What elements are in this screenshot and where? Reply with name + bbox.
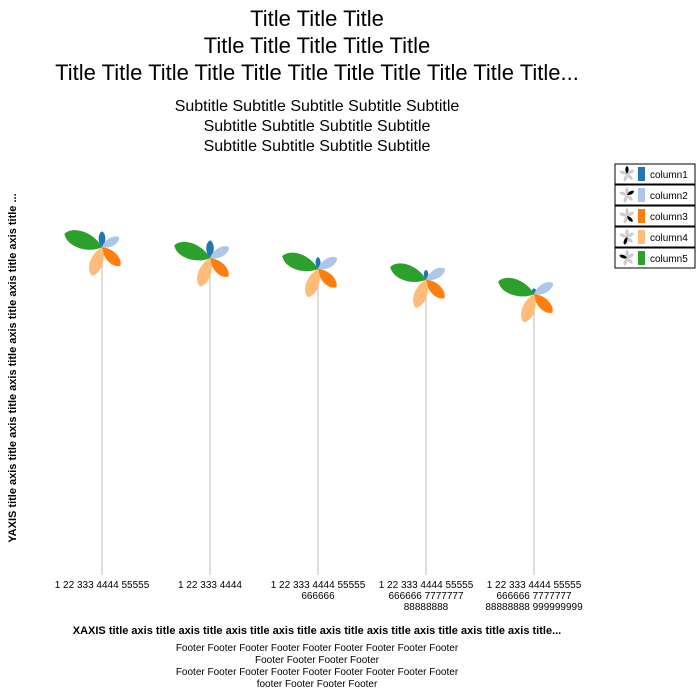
legend-swatch bbox=[638, 188, 645, 202]
petal-column4 bbox=[521, 294, 536, 323]
legend-swatch bbox=[638, 167, 645, 181]
x-tick-label: 88888888 999999999 bbox=[485, 602, 583, 613]
flower-icon-petal bbox=[619, 233, 627, 238]
petal-column1 bbox=[98, 231, 106, 248]
x-tick-label: 1 22 333 4444 55555 bbox=[55, 580, 150, 591]
legend-item-box bbox=[614, 184, 696, 206]
legend-swatch bbox=[638, 209, 645, 223]
x-tick-label: 666666 7777777 bbox=[496, 591, 572, 602]
flower-icon-petal bbox=[619, 170, 627, 175]
x-axis-title: XAXIS title axis title axis title axis t… bbox=[73, 625, 562, 637]
petal-column2 bbox=[102, 236, 120, 248]
flower-icon bbox=[619, 208, 634, 224]
petal-column5 bbox=[64, 230, 102, 250]
legend: column1 column2 column3 column4 column5 bbox=[614, 163, 696, 269]
footer-line: Footer Footer Footer Footer Footer Foote… bbox=[176, 667, 459, 678]
flower-icon-petal bbox=[625, 187, 629, 195]
legend-swatch bbox=[638, 230, 645, 244]
legend-label: column2 bbox=[650, 191, 688, 202]
petal-column4 bbox=[413, 279, 428, 308]
subtitle-line: Subtitle Subtitle Subtitle Subtitle Subt… bbox=[175, 98, 460, 115]
x-tick-label: 88888888 bbox=[404, 602, 449, 613]
petal-column3 bbox=[318, 269, 337, 288]
x-tick-label: 1 22 333 4444 55555 bbox=[379, 580, 474, 591]
flower-icon-petal bbox=[623, 195, 628, 203]
subtitle-line: Subtitle Subtitle Subtitle Subtitle bbox=[204, 118, 431, 135]
x-tick-label: 666666 bbox=[301, 591, 335, 602]
x-tick-label: 1 22 333 4444 bbox=[178, 580, 242, 591]
y-axis-title: YAXIS title axis title axis title axis t… bbox=[7, 193, 19, 542]
flower-icon-petal bbox=[627, 237, 633, 243]
title-line: Title Title Title Title Title bbox=[204, 33, 431, 58]
legend-swatch bbox=[638, 251, 645, 265]
petal-column2 bbox=[426, 267, 446, 281]
x-tick-label: 666666 7777777 bbox=[388, 591, 464, 602]
chart-subtitle: Subtitle Subtitle Subtitle Subtitle Subt… bbox=[175, 98, 460, 155]
legend-item-box bbox=[614, 247, 696, 269]
legend-item-box bbox=[614, 226, 696, 248]
flower-icon-petal bbox=[625, 250, 629, 258]
flower-icon-petal bbox=[625, 166, 629, 174]
petal-column1 bbox=[206, 240, 214, 259]
footer-line: Footer Footer Footer Footer Footer Foote… bbox=[176, 643, 459, 654]
legend-label: column5 bbox=[650, 254, 688, 265]
legend-label: column4 bbox=[650, 233, 688, 244]
flower-icon-petal bbox=[627, 211, 634, 217]
flower-icon-petal bbox=[623, 216, 628, 224]
flower-icon-petal bbox=[627, 258, 633, 264]
flower-icon-petal bbox=[627, 190, 634, 196]
petal-column5 bbox=[282, 252, 318, 272]
flower-icon-petal bbox=[623, 237, 628, 245]
chart-footer: Footer Footer Footer Footer Footer Foote… bbox=[176, 643, 459, 690]
flower-icon-petal bbox=[625, 229, 629, 237]
title-line: Title Title Title bbox=[250, 6, 384, 31]
title-line: Title Title Title Title Title Title Titl… bbox=[55, 60, 579, 85]
flower-icon-petal bbox=[623, 258, 628, 266]
flower-icon bbox=[619, 166, 634, 182]
flower-icon-petal bbox=[627, 174, 633, 180]
petal-column3 bbox=[426, 279, 445, 299]
petal-column5 bbox=[498, 277, 534, 297]
legend-label: column1 bbox=[650, 170, 688, 181]
petal-column4 bbox=[89, 247, 104, 276]
flower-icon-petal bbox=[627, 253, 634, 259]
x-tick-labels: 1 22 333 4444 55555 1 22 333 4444 1 22 333… bbox=[55, 580, 583, 613]
petal-column2 bbox=[318, 256, 338, 270]
flower-icon bbox=[619, 229, 634, 245]
x-tick-label: 1 22 333 4444 55555 bbox=[271, 580, 366, 591]
petal-column3 bbox=[534, 294, 553, 313]
x-tick-label: 1 22 333 4444 55555 bbox=[487, 580, 582, 591]
legend-label: column3 bbox=[650, 212, 688, 223]
flower-icon-petal bbox=[627, 232, 634, 238]
flower-icon bbox=[619, 250, 634, 266]
petal-column1 bbox=[315, 257, 321, 269]
petal-column4 bbox=[197, 258, 212, 287]
flower-icon-petal bbox=[623, 174, 628, 182]
petal-column4 bbox=[305, 269, 320, 298]
flower-icon-petal bbox=[627, 216, 633, 222]
legend-item-box bbox=[614, 205, 696, 227]
petal-column5 bbox=[390, 263, 426, 283]
flower-icon-petal bbox=[619, 191, 627, 196]
petal-column3 bbox=[210, 258, 229, 277]
petal-column2 bbox=[534, 282, 554, 295]
flower-icon-petal bbox=[619, 254, 627, 259]
flower-icon-petal bbox=[627, 195, 633, 201]
footer-line: footer Footer Footer Footer bbox=[257, 679, 378, 690]
plot-area bbox=[64, 230, 554, 575]
flower-icon bbox=[619, 187, 634, 203]
petal-column2 bbox=[210, 246, 230, 259]
legend-item-box bbox=[614, 163, 696, 185]
flower-icon-petal bbox=[625, 208, 629, 216]
subtitle-line: Subtitle Subtitle Subtitle Subtitle bbox=[204, 138, 431, 155]
flower-icon-petal bbox=[619, 212, 627, 217]
petal-column3 bbox=[102, 247, 121, 267]
flower-icon-petal bbox=[627, 169, 634, 175]
footer-line: Footer Footer Footer Footer bbox=[255, 655, 380, 666]
petal-column5 bbox=[174, 241, 210, 261]
